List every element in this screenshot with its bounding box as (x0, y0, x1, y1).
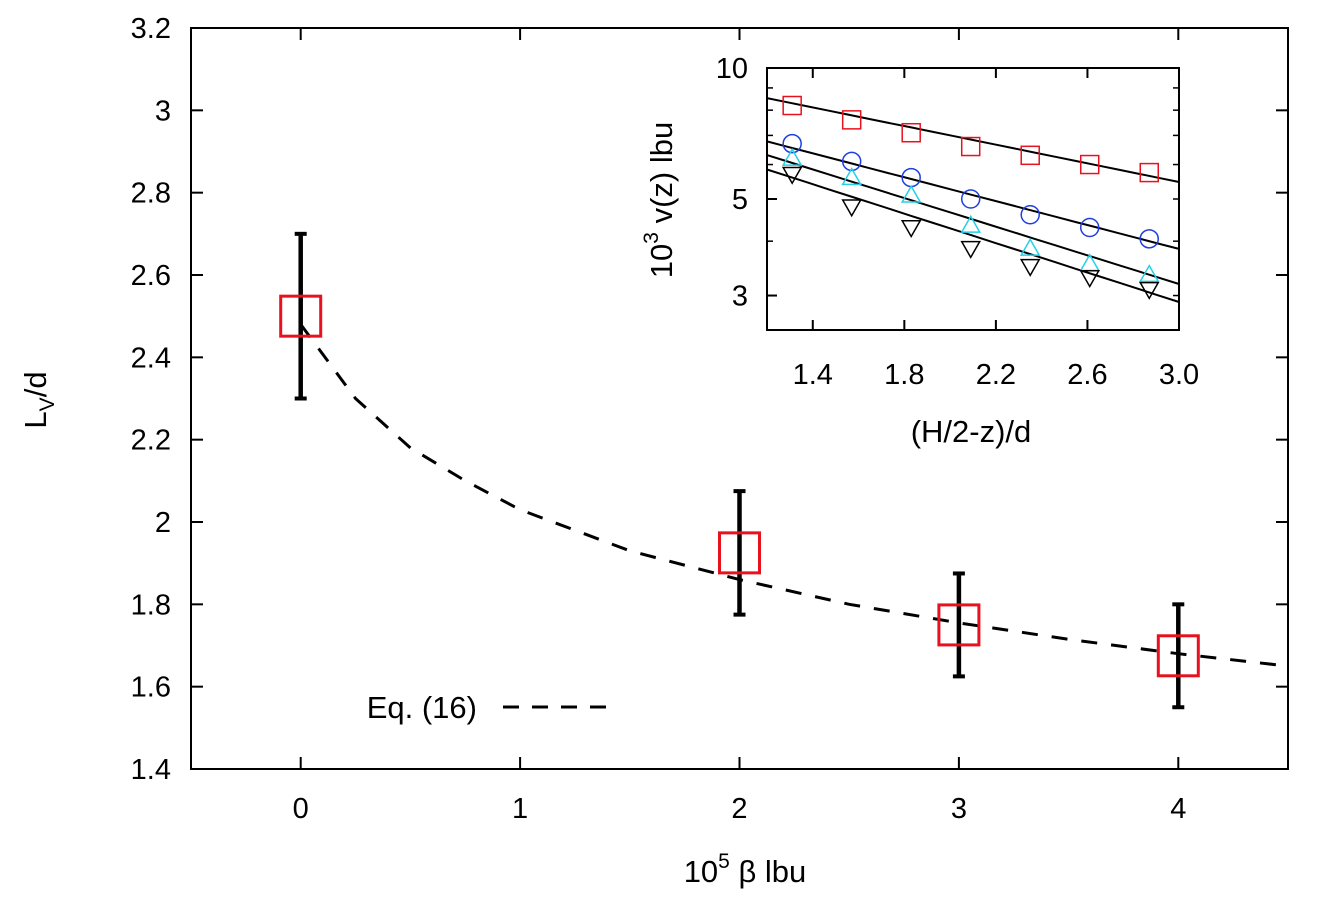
inset-point-triangle-up (841, 167, 862, 186)
inset-point-triangle-down (841, 199, 862, 218)
inset-x-tick-label: 1.4 (793, 359, 833, 391)
inset-point-triangle-down (1079, 270, 1101, 289)
main-x-tick-label: 2 (731, 793, 747, 825)
inset-y-tick-label: 3 (732, 281, 748, 313)
inset-fit-line (766, 97, 1180, 183)
main-y-axis-label: LV/d (18, 371, 59, 428)
inset-y-tick-label: 10 (716, 53, 748, 85)
inset-point-triangle-up (960, 214, 982, 233)
inset-y-tick-label: 5 (732, 184, 748, 216)
inset-x-ticks: 1.4 1.8 2.2 2.6 3.0 (793, 68, 1199, 391)
inset-plot-frame (766, 67, 1180, 331)
main-x-tick-label: 1 (512, 793, 528, 825)
main-y-tick-label: 2 (155, 507, 171, 539)
inset-point-circle (1139, 229, 1159, 249)
main-x-tick-label: 0 (293, 793, 309, 825)
legend: Eq. (16) (367, 690, 610, 725)
inset-point-triangle-down (960, 240, 982, 259)
inset-point-square (782, 95, 802, 116)
main-y-tick-label: 1.4 (131, 754, 171, 786)
inset-point-circle (841, 151, 862, 172)
inset-point-triangle-down (900, 220, 922, 239)
main-x-ticks: 0 1 2 3 4 (293, 28, 1186, 825)
inset-point-square (1020, 145, 1040, 166)
inset-x-axis-label: (H/2-z)/d (911, 414, 1032, 449)
main-y-tick-label: 1.6 (131, 672, 171, 704)
inset-point-circle (1079, 217, 1100, 238)
inset-fit-line (766, 140, 1180, 250)
inset-point-triangle-down (781, 166, 803, 185)
inset-point-circle (782, 133, 802, 154)
inset-x-tick-label: 2.2 (976, 359, 1016, 391)
inset-points (781, 95, 1160, 300)
inset-point-triangle-up (1138, 264, 1160, 283)
main-y-tick-label: 3.2 (131, 13, 171, 45)
main-y-tick-label: 2.2 (131, 425, 171, 457)
inset-chart: 1.4 1.8 2.2 2.6 3.0 3 5 10 (H/2-z)/d 103 v(z) … (640, 53, 1199, 449)
inset-point-circle (960, 189, 981, 209)
inset-point-triangle-up (781, 147, 803, 166)
eq16-dashed-curve (299, 323, 1289, 668)
main-y-tick-label: 2.8 (131, 178, 171, 210)
inset-point-square (901, 122, 921, 143)
inset-y-axis-label: 103 v(z) lbu (640, 122, 679, 278)
main-data-point (279, 294, 323, 338)
main-x-axis-label: 105 β lbu (684, 850, 807, 889)
inset-fit-line (766, 168, 1180, 303)
main-data-point (937, 603, 981, 647)
inset-point-square (1139, 162, 1159, 183)
main-x-tick-label: 3 (951, 793, 967, 825)
inset-y-ticks: 3 5 10 (716, 53, 1179, 313)
inset-point-square (960, 136, 981, 157)
main-data-point (718, 531, 761, 575)
main-y-tick-label: 2.6 (131, 260, 171, 292)
main-y-tick-label: 2.4 (131, 342, 171, 374)
main-errorbars (294, 231, 1185, 710)
inset-point-triangle-up (900, 184, 922, 203)
inset-point-triangle-up (1019, 237, 1041, 256)
inset-point-square (1079, 154, 1100, 175)
main-y-tick-label: 3 (155, 95, 171, 127)
eq16-curve-group (299, 323, 1289, 668)
main-points (279, 294, 1200, 678)
main-data-point (1156, 634, 1200, 678)
inset-x-tick-label: 2.6 (1067, 359, 1107, 391)
inset-point-circle (1020, 205, 1040, 225)
inset-point-triangle-down (1138, 281, 1160, 300)
inset-point-triangle-down (1019, 258, 1041, 277)
inset-x-tick-label: 1.8 (884, 359, 924, 391)
main-y-tick-label: 1.8 (131, 589, 171, 621)
legend-label-eq16: Eq. (16) (367, 690, 477, 725)
main-x-tick-label: 4 (1170, 793, 1186, 825)
inset-point-square (841, 110, 862, 130)
inset-x-tick-label: 3.0 (1159, 359, 1199, 391)
main-chart: 0 1 2 3 4 1.4 1.6 1.8 2 2.2 2.4 2.6 2.8 3 3.2 105 β l… (18, 13, 1289, 889)
main-y-ticks: 1.4 1.6 1.8 2 2.2 2.4 2.6 2.8 3 3.2 (131, 13, 1288, 786)
